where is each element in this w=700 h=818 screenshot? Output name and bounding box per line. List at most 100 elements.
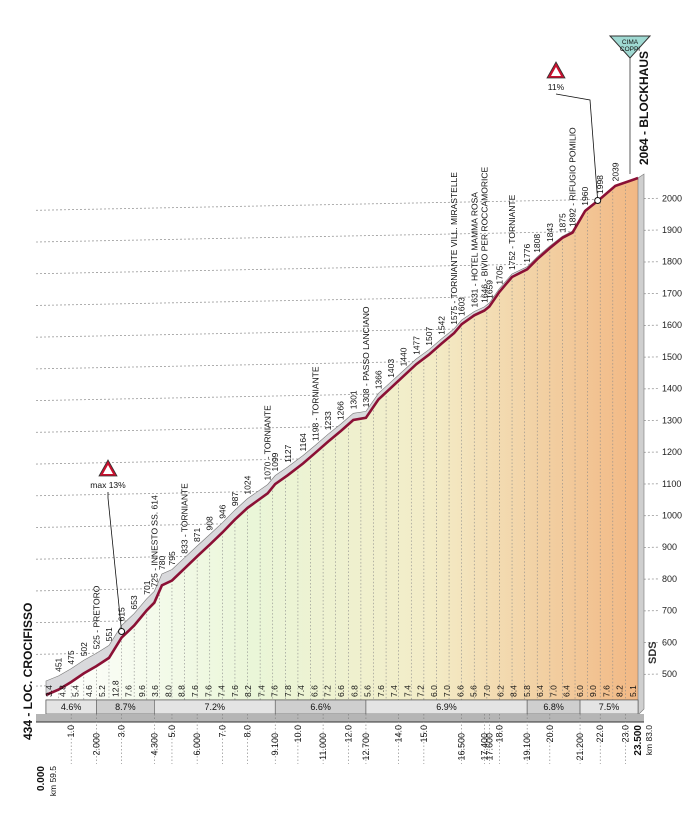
altitude-label: 615 [117, 607, 127, 621]
gradient-value: 12.8 [110, 680, 120, 697]
gradient-value: 6.0 [575, 685, 585, 697]
km-tick-label: 19.100 [522, 733, 532, 761]
gradient-value: 7.4 [402, 685, 412, 697]
altitude-label: 1403 [386, 359, 396, 378]
altitude-label: 946 [217, 504, 227, 518]
profile-side [637, 173, 645, 716]
right-axis-tick: 600 [662, 637, 677, 647]
right-axis-tick: 1800 [662, 257, 682, 267]
km-tick-label: 2.000 [91, 733, 101, 756]
km-tick-label: 20.0 [545, 725, 555, 743]
altitude-label: 1603 [457, 297, 467, 316]
gradient-value: 5.6 [363, 685, 373, 697]
gradient-value: 5.6 [469, 685, 479, 697]
gradient-value: 7.4 [389, 685, 399, 697]
alt-gridline [35, 197, 659, 211]
altitude-label: 1024 [243, 475, 253, 494]
summit-badge-line: COPPI [620, 46, 640, 53]
right-axis-tick: 1700 [662, 288, 682, 298]
gradient-value: 5.1 [628, 685, 638, 697]
climb-markers: max 13% 11% [90, 61, 602, 635]
gradient-value: 4.6 [84, 685, 94, 697]
altitude-label: 525 - PRETORO [91, 585, 101, 649]
altitude-label: 1233 [323, 411, 333, 430]
altitude-label: 1127 [283, 444, 293, 463]
warning-triangle-inner [103, 465, 113, 474]
right-axis-tick: 1200 [662, 447, 682, 457]
gradient-value: 7.4 [296, 685, 306, 697]
altitude-label: 1198 - TORNIANTE [311, 366, 321, 441]
gradient-value: 7.6 [602, 685, 612, 697]
gradient-value: 3.4 [44, 685, 54, 697]
sds-logo: SDS [647, 641, 659, 664]
km-tick-label: 16.500 [457, 733, 467, 761]
altitude-label: 451 [54, 657, 64, 671]
gradient-value: 5.2 [97, 685, 107, 697]
right-axis-tick: 900 [662, 542, 677, 552]
gradient-value: 6.8 [349, 685, 359, 697]
gradient-value: 7.0 [482, 685, 492, 697]
km-tick-label: 17.600 [484, 733, 494, 761]
altitude-label: 475 [66, 650, 76, 664]
altitude-label: 1542 [437, 316, 447, 335]
km-tick-label: 21.200 [575, 733, 585, 761]
km-tick-label: 9.100 [270, 733, 280, 756]
altitude-label: 1998 [595, 175, 605, 194]
gradient-value: 9.0 [588, 685, 598, 697]
gradient-value: 3.6 [150, 685, 160, 697]
marker-pointer [107, 492, 122, 632]
km-tick-label: 14.0 [394, 725, 404, 743]
gradient-value: 8.4 [509, 685, 519, 697]
right-axis-tick: 1000 [662, 510, 682, 520]
finish-name: 2064 - BLOCKHAUS [637, 51, 651, 165]
altitude-label: 1164 [298, 433, 308, 452]
altitude-label: 1843 [545, 223, 555, 242]
gradient-value: 7.6 [230, 685, 240, 697]
km-tick-label: 11.000 [318, 733, 328, 760]
altitude-label: 908 [205, 516, 215, 530]
right-axis-tick: 1100 [662, 479, 681, 489]
km-tick-label: 1.0 [66, 725, 76, 738]
gradient-value: 7.6 [270, 685, 280, 697]
gradient-value: 7.8 [283, 685, 293, 697]
average-gradient: 6.6% [310, 702, 331, 712]
profile-area [46, 178, 638, 715]
right-axis-tick: 1500 [662, 352, 682, 362]
altitude-label: 1808 [532, 234, 542, 253]
km-guide-lines [58, 182, 626, 700]
average-gradient: 6.8% [543, 702, 564, 712]
gradient-value: 7.2 [416, 685, 426, 697]
gradient-value: 7.0 [442, 685, 452, 697]
km-tick-label: 18.0 [494, 725, 504, 743]
warning-triangle-inner [551, 67, 561, 76]
km-tick-label: 15.0 [419, 725, 429, 743]
gradient-value: 5.4 [71, 685, 81, 697]
altitude-label: 1099 [270, 452, 280, 471]
altitude-label: 1308 - PASSO LANCIANO [361, 306, 371, 407]
gradient-value: 8.2 [615, 685, 625, 697]
gradient-value: 6.6 [310, 685, 320, 697]
right-axis-tick: 800 [662, 574, 677, 584]
gradient-labels: 3.4 4.8 5.4 4.6 5.2 12.8 7.6 9.6 3.6 8.0 8.8 7.6 7.6… [44, 680, 638, 697]
average-gradient: 4.6% [61, 702, 82, 712]
altitude-label: 795 [167, 551, 177, 565]
altitude-label: 1301 [348, 390, 358, 409]
gradient-value: 8.0 [164, 685, 174, 697]
base-shadow [36, 714, 644, 722]
right-axis-tick: 1900 [662, 225, 682, 235]
gradient-value: 7.6 [124, 685, 134, 697]
average-gradient: 7.5% [599, 702, 620, 712]
altitude-label: 1366 [374, 370, 384, 389]
gradient-value: 4.8 [57, 685, 67, 697]
altitude-label: 1440 [399, 347, 409, 366]
altitude-label: 1776 [522, 244, 532, 263]
altitude-label: 833 - TORNIANTE [180, 483, 190, 554]
right-axis-tick: 2000 [662, 193, 682, 203]
altitude-label: 1752 - TORNIANTE [507, 194, 517, 270]
altitude-label: 1892 - RIFUGIO POMILIO [568, 127, 578, 227]
altitude-label: 1646 - BIVIO PER ROCCAMORICE [479, 167, 489, 303]
gradient-value: 7.4 [217, 685, 227, 697]
gradient-value: 6.6 [336, 685, 346, 697]
